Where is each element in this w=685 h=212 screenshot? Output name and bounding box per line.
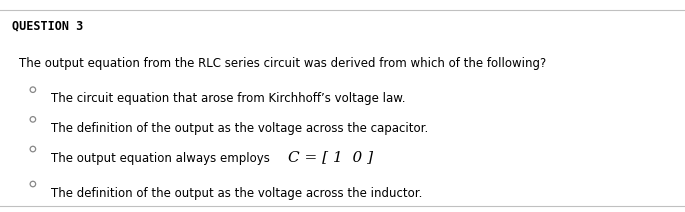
Text: The definition of the output as the voltage across the inductor.: The definition of the output as the volt… — [51, 187, 423, 199]
Text: QUESTION 3: QUESTION 3 — [12, 19, 84, 32]
Text: The circuit equation that arose from Kirchhoff’s voltage law.: The circuit equation that arose from Kir… — [51, 92, 406, 105]
Text: The output equation always employs: The output equation always employs — [51, 152, 274, 165]
Text: The output equation from the RLC series circuit was derived from which of the fo: The output equation from the RLC series … — [19, 57, 547, 70]
Text: C = [ 1  0 ]: C = [ 1 0 ] — [288, 151, 373, 165]
Text: The definition of the output as the voltage across the capacitor.: The definition of the output as the volt… — [51, 122, 429, 135]
